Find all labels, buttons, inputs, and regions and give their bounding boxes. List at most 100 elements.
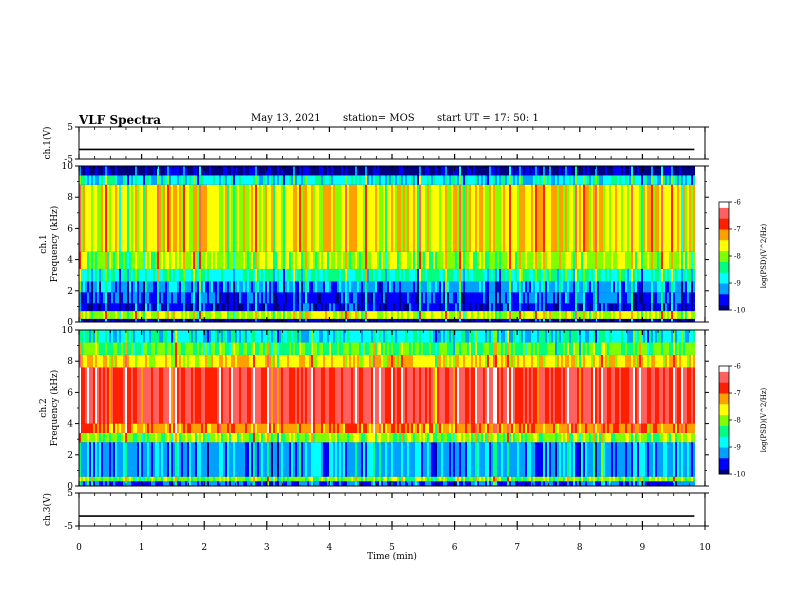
ch2-spectrogram-cell xyxy=(237,442,239,477)
ch2-spectrogram-cell xyxy=(471,342,473,355)
ch1-spectrogram-cell xyxy=(283,268,285,282)
ch1-spectrogram-cell xyxy=(397,175,399,185)
ch1-spectrogram-cell xyxy=(693,268,695,282)
ch1-spectrogram-cell xyxy=(313,251,315,269)
ch2-spectrogram-cell xyxy=(225,442,227,477)
ch2-spectrogram-cell xyxy=(243,442,245,477)
ch2-spectrogram-cell xyxy=(119,442,121,477)
ch2-spectrogram-cell xyxy=(417,476,419,482)
ch2-spectrogram-cell xyxy=(85,476,87,482)
ch1-spectrogram-cell xyxy=(267,303,269,312)
ch1-spectrogram-cell xyxy=(149,303,151,312)
ch1-spectrogram-cell xyxy=(359,292,361,304)
ch1-spectrogram-cell xyxy=(507,303,509,312)
ch2-spectrogram-cell xyxy=(85,481,87,486)
ch1-spectrogram-cell xyxy=(525,268,527,282)
ch1-spectrogram-cell xyxy=(131,251,133,269)
colorbar-swatch xyxy=(719,297,729,300)
ch2-spectrogram-cell xyxy=(85,354,87,368)
ch2-spectrogram-cell xyxy=(451,423,453,433)
ch1-spectrogram-cell xyxy=(521,292,523,304)
ch2-spectrogram-cell xyxy=(287,330,289,343)
ch1-spectrogram-cell xyxy=(675,184,677,252)
ch1-spectrogram-cell xyxy=(539,281,541,293)
ch1-spectrogram-cell xyxy=(555,318,557,322)
ch1-spectrogram-cell xyxy=(261,184,263,252)
ch2-spectrogram-cell xyxy=(233,342,235,355)
ch1-spectrogram-cell xyxy=(249,251,251,269)
ch1-spectrogram-cell xyxy=(95,175,97,185)
ch1-spectrogram-cell xyxy=(537,292,539,304)
ch1-spectrogram-cell xyxy=(219,311,221,319)
ch1-spectrogram-cell xyxy=(427,166,429,176)
ch2-spectrogram-cell xyxy=(447,354,449,368)
ch2-spectrogram-cell xyxy=(323,354,325,368)
ch1-spectrogram-cell xyxy=(337,281,339,293)
ch2-spectrogram-cell xyxy=(487,423,489,433)
ch1-spectrogram-cell xyxy=(339,175,341,185)
ch1-spectrogram-cell xyxy=(253,318,255,322)
ch2-spectrogram-cell xyxy=(123,481,125,486)
ch2-spectrogram-cell xyxy=(389,354,391,368)
ch2-spectrogram-cell xyxy=(267,442,269,477)
ch1-spectrogram-cell xyxy=(291,318,293,322)
ch2-spectrogram-cell xyxy=(449,342,451,355)
ch1-spectrogram-cell xyxy=(607,281,609,293)
ch2-spectrogram-cell xyxy=(231,476,233,482)
ch2-spectrogram-cell xyxy=(225,342,227,355)
ch2-spectrogram-cell xyxy=(233,442,235,477)
ch1-spectrogram-cell xyxy=(193,281,195,293)
ch2-spectrogram-cell xyxy=(81,442,83,477)
ch1-spectrogram-cell xyxy=(89,175,91,185)
ch2-spectrogram-cell xyxy=(403,423,405,433)
ch2-spectrogram-cell xyxy=(327,330,329,343)
ch2-spectrogram-cell xyxy=(393,330,395,343)
ch2-spectrogram-cell xyxy=(181,423,183,433)
ch1-spectrogram-cell xyxy=(511,166,513,176)
ch1-spectrogram-cell xyxy=(375,311,377,319)
ch1-spectrogram-cell xyxy=(417,184,419,252)
ch1-spectrogram-cell xyxy=(473,318,475,322)
ch2-spectrogram-cell xyxy=(369,367,371,424)
ch1-spectrogram-cell xyxy=(177,251,179,269)
ch1-spectrogram-cell xyxy=(631,318,633,322)
ch1-spectrogram-cell xyxy=(225,251,227,269)
ch1-spectrogram-cell xyxy=(653,166,655,176)
ch1-spectrogram-cell xyxy=(465,268,467,282)
ch2-spectrogram-cell xyxy=(79,330,81,343)
ch1-spectrogram-cell xyxy=(101,268,103,282)
ch1-spectrogram-cell xyxy=(315,292,317,304)
ch2-spectrogram-cell xyxy=(397,330,399,343)
ch1-spectrogram-cell xyxy=(287,175,289,185)
ch2-spectrogram-cell xyxy=(245,432,247,443)
ch2-spectrogram-cell xyxy=(349,367,351,424)
ch1-spectrogram-cell xyxy=(485,311,487,319)
ch1-spectrogram-cell xyxy=(265,268,267,282)
ch2-spectrogram-cell xyxy=(445,432,447,443)
ch1-spectrogram-cell xyxy=(437,281,439,293)
ch2-spectrogram-cell xyxy=(443,481,445,486)
ch2-spectrogram-cell xyxy=(145,432,147,443)
ch1-spectrogram-cell xyxy=(209,268,211,282)
ch2-spectrogram-cell xyxy=(395,342,397,355)
ch2-spectrogram-cell xyxy=(481,442,483,477)
ch2-spectrogram-cell xyxy=(227,354,229,368)
ch1-spectrogram-cell xyxy=(469,175,471,185)
ch1-spectrogram-cell xyxy=(413,318,415,322)
ch1-spectrogram-cell xyxy=(553,318,555,322)
ch1-spectrogram-cell xyxy=(297,292,299,304)
ch2-spectrogram-cell xyxy=(409,442,411,477)
ch1-spectrogram-cell xyxy=(225,311,227,319)
ch1-spectrogram-cell xyxy=(693,251,695,269)
ch2-spectrogram-cell xyxy=(241,423,243,433)
ch1-spectrogram-cell xyxy=(353,281,355,293)
ch2-spectrogram-cell xyxy=(273,354,275,368)
ch1-spectrogram-cell xyxy=(363,303,365,312)
ch1-spectrogram-cell xyxy=(361,311,363,319)
ch2-spectrogram-cell xyxy=(143,342,145,355)
ch1-spectrogram-cell xyxy=(207,318,209,322)
ch1-spectrogram-cell xyxy=(451,184,453,252)
ch1-spectrogram-cell xyxy=(659,184,661,252)
ch1-spectrogram-cell xyxy=(93,281,95,293)
ch1-spectrogram-cell xyxy=(131,175,133,185)
